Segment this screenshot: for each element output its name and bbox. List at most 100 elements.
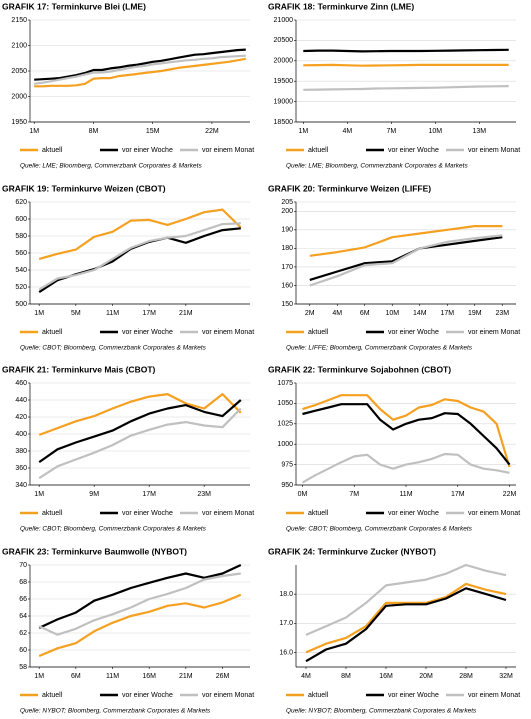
x-tick-label: 11M (106, 310, 119, 317)
series-line (34, 48, 246, 81)
x-tick-label: 2M (305, 310, 315, 317)
y-tick-label: 2000 (11, 93, 27, 100)
legend-label: vor einer Woche (122, 329, 173, 336)
y-tick-label: 16.0 (279, 649, 293, 656)
series-line (38, 393, 242, 436)
chart-title: GRAFIK 21: Terminkurve Mais (CBOT) (2, 364, 156, 374)
chart-title: GRAFIK 17: Terminkurve Blei (LME) (2, 1, 146, 11)
legend-label: vor einem Monat (468, 329, 520, 336)
series-line (38, 227, 241, 294)
x-tick-label: 1M (34, 673, 44, 680)
y-tick-label: 1025 (277, 421, 293, 428)
source-note: Quelle: LME; Bloomberg, Commerzbank Corp… (286, 163, 468, 170)
x-tick-label: 4M (342, 128, 352, 135)
series-line (38, 407, 242, 480)
series-line (38, 564, 242, 629)
series-line (38, 208, 242, 260)
chart-title: GRAFIK 22: Terminkurve Sojabohnen (CBOT) (268, 364, 451, 374)
y-tick-label: 560 (15, 250, 27, 257)
y-tick-label: 18.0 (279, 591, 293, 598)
y-tick-label: 580 (15, 233, 27, 240)
x-tick-label: 19M (468, 310, 482, 317)
x-tick-label: 1M (34, 491, 44, 498)
series-line (305, 582, 507, 654)
series-line (34, 54, 246, 85)
x-tick-label: 26M (216, 673, 230, 680)
y-tick-label: 500 (15, 301, 27, 308)
y-tick-label: 460 (15, 380, 27, 387)
source-note: Quelle: LIFFE; Bloomberg, Commerzbank Co… (286, 345, 473, 352)
y-tick-label: 600 (15, 216, 27, 223)
y-tick-label: 160 (281, 282, 293, 289)
legend-label: vor einer Woche (122, 692, 173, 699)
y-tick-label: 340 (15, 482, 27, 489)
x-tick-label: 1M (298, 128, 308, 135)
y-tick-label: 200 (281, 208, 293, 215)
x-tick-label: 17M (440, 310, 454, 317)
legend-label: aktuell (308, 692, 329, 699)
x-tick-label: 21M (179, 310, 193, 317)
y-tick-label: 170 (281, 264, 293, 271)
y-tick-label: 620 (15, 199, 27, 206)
series-line (38, 399, 242, 464)
y-tick-label: 68 (19, 579, 27, 586)
x-tick-label: 11M (399, 491, 412, 498)
y-tick-label: 70 (19, 562, 27, 569)
y-tick-label: 19000 (274, 98, 294, 105)
x-tick-label: 4M (301, 673, 311, 680)
y-tick-label: 1075 (277, 380, 293, 387)
series-line (303, 48, 509, 53)
x-tick-label: 10M (385, 310, 399, 317)
x-tick-label: 20M (419, 673, 433, 680)
source-note: Quelle: NYBOT; Bloomberg, Commerzbank Co… (20, 708, 211, 715)
y-tick-label: 205 (281, 199, 293, 206)
y-tick-label: 19500 (274, 78, 294, 85)
x-tick-label: 5M (71, 310, 81, 317)
legend-label: aktuell (42, 510, 63, 517)
legend-label: vor einer Woche (122, 147, 173, 154)
y-tick-label: 190 (281, 227, 293, 234)
series-line (309, 236, 503, 281)
x-tick-label: 23M (495, 310, 509, 317)
y-tick-label: 66 (19, 596, 27, 603)
legend-label: vor einer Woche (388, 329, 439, 336)
y-tick-label: 20000 (274, 58, 294, 65)
x-tick-label: 13M (473, 128, 487, 135)
legend-label: vor einer Woche (122, 510, 173, 517)
y-tick-label: 440 (15, 397, 27, 404)
series-line (303, 63, 509, 67)
series-line (303, 85, 509, 91)
y-tick-label: 2150 (11, 17, 27, 24)
legend-label: vor einer Woche (388, 147, 439, 154)
series-line (302, 394, 511, 468)
y-tick-label: 64 (19, 613, 27, 620)
x-tick-label: 22M (205, 128, 219, 135)
legend-label: aktuell (42, 329, 63, 336)
y-tick-label: 2100 (11, 42, 27, 49)
legend-label: vor einem Monat (468, 692, 520, 699)
x-tick-label: 17M (142, 491, 156, 498)
x-tick-label: 1M (29, 128, 39, 135)
legend-label: vor einem Monat (202, 329, 254, 336)
x-tick-label: 9M (89, 491, 99, 498)
series-line (38, 572, 241, 636)
source-note: Quelle: CBOT; Bloomberg, Commerzbank Cor… (286, 526, 473, 533)
series-line (301, 452, 510, 484)
source-note: Quelle: NYBOT; Bloomberg, Commerzbank Co… (286, 708, 477, 715)
x-tick-label: 7M (386, 128, 396, 135)
x-tick-label: 22M (503, 491, 517, 498)
series-line (302, 403, 511, 466)
x-tick-label: 4M (332, 310, 342, 317)
y-tick-label: 2050 (11, 68, 27, 75)
chart-title: GRAFIK 18: Terminkurve Zinn (LME) (268, 1, 414, 11)
y-tick-label: 380 (15, 448, 27, 455)
y-tick-label: 420 (15, 414, 27, 421)
legend-label: vor einem Monat (202, 510, 254, 517)
legend-label: aktuell (308, 329, 329, 336)
y-tick-label: 360 (15, 465, 27, 472)
legend-label: aktuell (42, 147, 63, 154)
source-note: Quelle: CBOT; Bloomberg, Commerzbank Cor… (20, 345, 207, 352)
chart-title: GRAFIK 24: Terminkurve Zucker (NYBOT) (268, 546, 436, 556)
series-line (309, 234, 503, 287)
